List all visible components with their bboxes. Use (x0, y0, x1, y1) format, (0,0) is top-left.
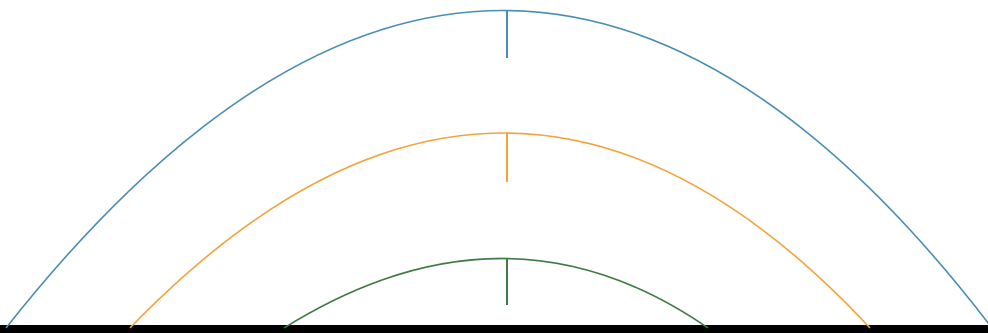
outer-arc (5, 9, 988, 329)
middle-arc (129, 132, 871, 329)
inner-arc (283, 257, 709, 329)
ground-line (0, 325, 988, 333)
